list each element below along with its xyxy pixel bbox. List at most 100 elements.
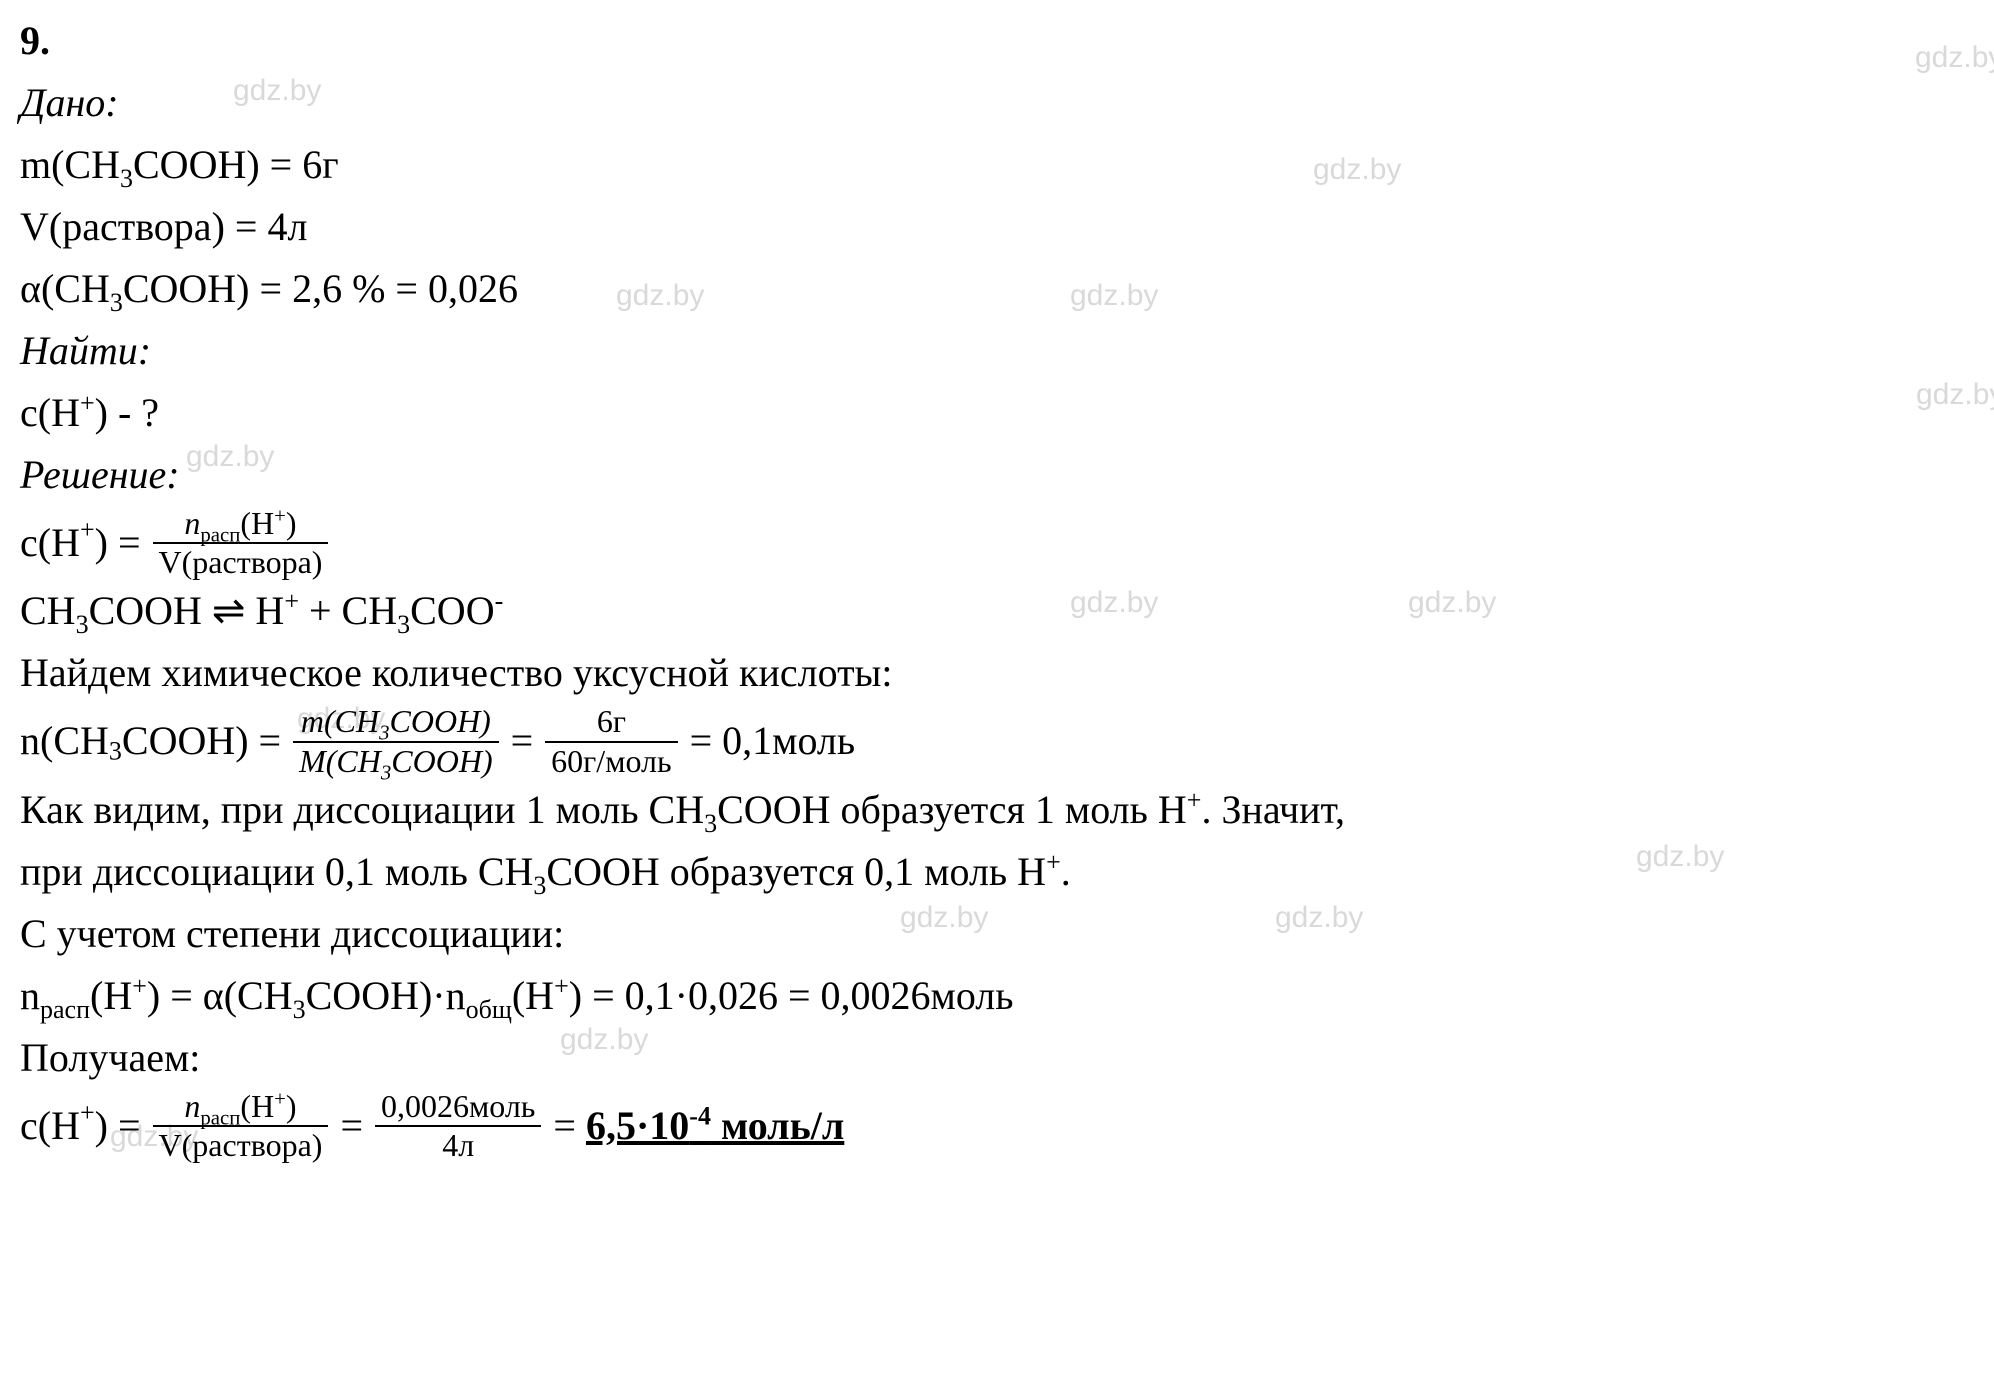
find-heading: Найти:: [20, 320, 1974, 382]
subscript: 3: [110, 288, 123, 317]
text: COOH) = 6г: [133, 142, 339, 187]
given-alpha: α(CH3COOH) = 2,6 % = 0,026: [20, 258, 1974, 320]
text: ) =: [95, 520, 151, 565]
text: (H: [512, 973, 554, 1018]
text: n: [20, 973, 40, 1018]
text: c(H: [20, 520, 80, 565]
text: COOH ⇌ H: [89, 588, 285, 633]
denominator: V(раствора): [153, 542, 329, 580]
numerator: nрасп(H+): [153, 506, 329, 542]
text-line: Как видим, при диссоциации 1 моль CH3COO…: [20, 779, 1974, 841]
text: (H: [240, 505, 274, 541]
text: COOH)·n: [306, 973, 466, 1018]
superscript: +: [132, 971, 147, 1000]
text: ) = 0,1·0,026 = 0,0026моль: [569, 973, 1014, 1018]
text: ) - ?: [95, 390, 159, 435]
fraction: 6г 60г/моль: [545, 704, 677, 778]
numerator: nрасп(H+): [153, 1089, 329, 1125]
problem-number: 9.: [20, 10, 1974, 72]
final-answer: 6,5·10-4 моль/л: [586, 1103, 844, 1148]
superscript: +: [1187, 785, 1202, 814]
text: c(H: [20, 1103, 80, 1148]
denominator: 60г/моль: [545, 741, 677, 779]
text: моль/л: [711, 1103, 844, 1148]
text: COOH образуется 1 моль H: [717, 787, 1187, 832]
text: (H: [90, 973, 132, 1018]
text: Как видим, при диссоциации 1 моль CH: [20, 787, 704, 832]
text: 6,5·10: [586, 1103, 689, 1148]
text: n: [184, 505, 200, 541]
superscript: +: [80, 389, 95, 418]
text: n: [184, 1088, 200, 1124]
text: = 0,1моль: [690, 719, 856, 764]
text: (H: [240, 1088, 274, 1124]
text: CH: [20, 588, 76, 633]
denominator: 4л: [375, 1125, 541, 1163]
fraction: m(CH3COOH) M(CH3COOH): [293, 704, 499, 778]
superscript: +: [80, 515, 95, 544]
text: =: [511, 719, 544, 764]
text: ) = α(CH: [147, 973, 293, 1018]
superscript: +: [274, 1087, 286, 1110]
solution-heading: Решение:: [20, 444, 1974, 506]
given-volume: V(раствора) = 4л: [20, 196, 1974, 258]
subscript: расп: [40, 995, 90, 1024]
denominator: V(раствора): [153, 1125, 329, 1163]
numerator: 0,0026моль: [375, 1089, 541, 1125]
subscript: общ: [466, 995, 512, 1024]
text: ): [286, 505, 297, 541]
subscript: расп: [200, 523, 240, 546]
text: α(CH: [20, 266, 110, 311]
text: M(CH: [299, 743, 381, 779]
numerator: 6г: [545, 704, 677, 740]
text-line: при диссоциации 0,1 моль CH3COOH образуе…: [20, 841, 1974, 903]
subscript: 3: [120, 164, 133, 193]
text: . Значит,: [1201, 787, 1345, 832]
superscript: +: [554, 971, 569, 1000]
subscript: 3: [76, 610, 89, 639]
text: COO: [410, 588, 494, 633]
text: COOH): [390, 703, 491, 739]
text: =: [340, 1103, 373, 1148]
equation-amount: n(CH3COOH) = m(CH3COOH) M(CH3COOH) = 6г …: [20, 704, 1974, 778]
text: .: [1061, 849, 1071, 894]
text: COOH) =: [122, 719, 291, 764]
equation-n-rasp: nрасп(H+) = α(CH3COOH)·nобщ(H+) = 0,1·0,…: [20, 965, 1974, 1027]
numerator: m(CH3COOH): [293, 704, 499, 740]
text: COOH) = 2,6 % = 0,026: [123, 266, 518, 311]
text: при диссоциации 0,1 моль CH: [20, 849, 533, 894]
text: ) =: [95, 1103, 151, 1148]
superscript: +: [274, 504, 286, 527]
denominator: M(CH3COOH): [293, 741, 499, 779]
fraction: 0,0026моль 4л: [375, 1089, 541, 1163]
subscript: расп: [200, 1106, 240, 1129]
text: COOH образуется 0,1 моль H: [546, 849, 1046, 894]
superscript: -: [495, 587, 504, 616]
fraction: nрасп(H+) V(раствора): [153, 1089, 329, 1163]
subscript: 3: [397, 610, 410, 639]
equation-dissociation: CH3COOH ⇌ H+ + CH3COO-: [20, 580, 1974, 642]
subscript: 3: [293, 995, 306, 1024]
content: 9. Дано: m(CH3COOH) = 6г V(раствора) = 4…: [20, 10, 1974, 1163]
text: ): [286, 1088, 297, 1124]
text: =: [553, 1103, 586, 1148]
superscript: +: [284, 587, 299, 616]
subscript: 3: [379, 722, 389, 745]
superscript: +: [1046, 847, 1061, 876]
text: m(CH: [20, 142, 120, 187]
subscript: 3: [533, 871, 546, 900]
equation-final: c(H+) = nрасп(H+) V(раствора) = 0,0026мо…: [20, 1089, 1974, 1163]
text: n(CH: [20, 719, 109, 764]
subscript: 3: [704, 809, 717, 838]
superscript: -4: [689, 1102, 711, 1131]
text-line: С учетом степени диссоциации:: [20, 903, 1974, 965]
fraction: nрасп(H+) V(раствора): [153, 506, 329, 580]
given-mass: m(CH3COOH) = 6г: [20, 134, 1974, 196]
page: gdz.bygdz.bygdz.bygdz.bygdz.bygdz.bygdz.…: [0, 0, 1994, 1375]
find-target: c(H+) - ?: [20, 382, 1974, 444]
equation-concentration-def: c(H+) = nрасп(H+) V(раствора): [20, 506, 1974, 580]
text: + CH: [299, 588, 397, 633]
given-heading: Дано:: [20, 72, 1974, 134]
subscript: 3: [109, 737, 122, 766]
text: COOH): [391, 743, 492, 779]
